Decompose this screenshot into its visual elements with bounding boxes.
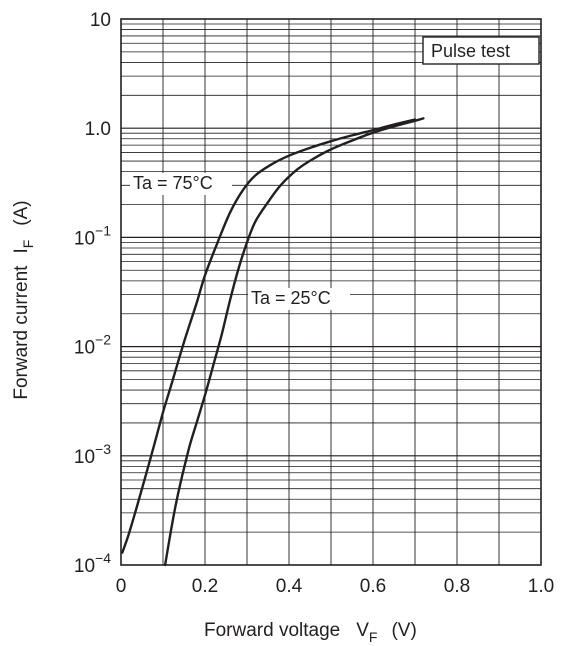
x-tick-label: 0 (116, 576, 127, 597)
grid (121, 19, 541, 565)
series-line-0 (121, 118, 417, 554)
y-axis-unit: (A) (11, 200, 32, 225)
y-tick-label: 10−1 (74, 222, 111, 249)
y-tick-base: 10 (90, 10, 111, 31)
y-tick-base: 10 (74, 338, 95, 359)
y-tick-exponent: −2 (95, 332, 111, 348)
x-axis-label: Forward voltage (204, 620, 340, 641)
series-label-bg (130, 173, 232, 195)
series-lines (121, 117, 425, 567)
pulse-test-label: Pulse test (431, 41, 510, 61)
x-tick-label: 0.6 (360, 576, 386, 597)
y-tick-base: 10 (74, 228, 95, 249)
series-label-75c: Ta = 75°C (133, 173, 213, 193)
series-label-25c: Ta = 25°C (251, 288, 331, 308)
x-axis-title: Forward voltage VF (V) (204, 620, 417, 645)
y-tick-base: 10 (74, 556, 95, 577)
y-axis-subscript: F (20, 240, 36, 249)
y-axis-title: Forward current IF (A) (11, 200, 36, 399)
x-axis-symbol: V (356, 620, 369, 641)
y-tick-exponent: −1 (95, 222, 111, 238)
plot-frame (120, 18, 542, 566)
y-tick-base: 10 (74, 447, 95, 468)
y-tick-exponent: −4 (95, 550, 111, 566)
y-tick-labels: 101.010−110−210−310−4 (74, 10, 111, 577)
x-tick-label: 0.2 (192, 576, 218, 597)
y-tick-label: 10 (90, 10, 111, 31)
x-axis-subscript: F (369, 629, 378, 645)
series-label-bg (248, 288, 350, 310)
x-tick-label: 0.4 (276, 576, 303, 597)
y-tick-label: 10−4 (74, 550, 111, 577)
pulse-test-box (422, 36, 540, 65)
series-line-1 (163, 117, 425, 567)
x-axis-unit: (V) (391, 620, 416, 641)
y-axis-label: Forward current (11, 265, 32, 400)
x-tick-label: 0.8 (444, 576, 470, 597)
x-tick-labels: 0 0.2 0.4 0.6 0.8 1.0 (116, 576, 555, 597)
y-tick-base: 1.0 (85, 119, 111, 140)
y-tick-label: 10−2 (74, 332, 111, 359)
y-tick-label: 10−3 (74, 441, 111, 468)
y-axis-symbol: I (11, 248, 32, 253)
y-tick-exponent: −3 (95, 441, 111, 457)
y-tick-label: 1.0 (85, 119, 111, 140)
x-tick-label: 1.0 (528, 576, 554, 597)
